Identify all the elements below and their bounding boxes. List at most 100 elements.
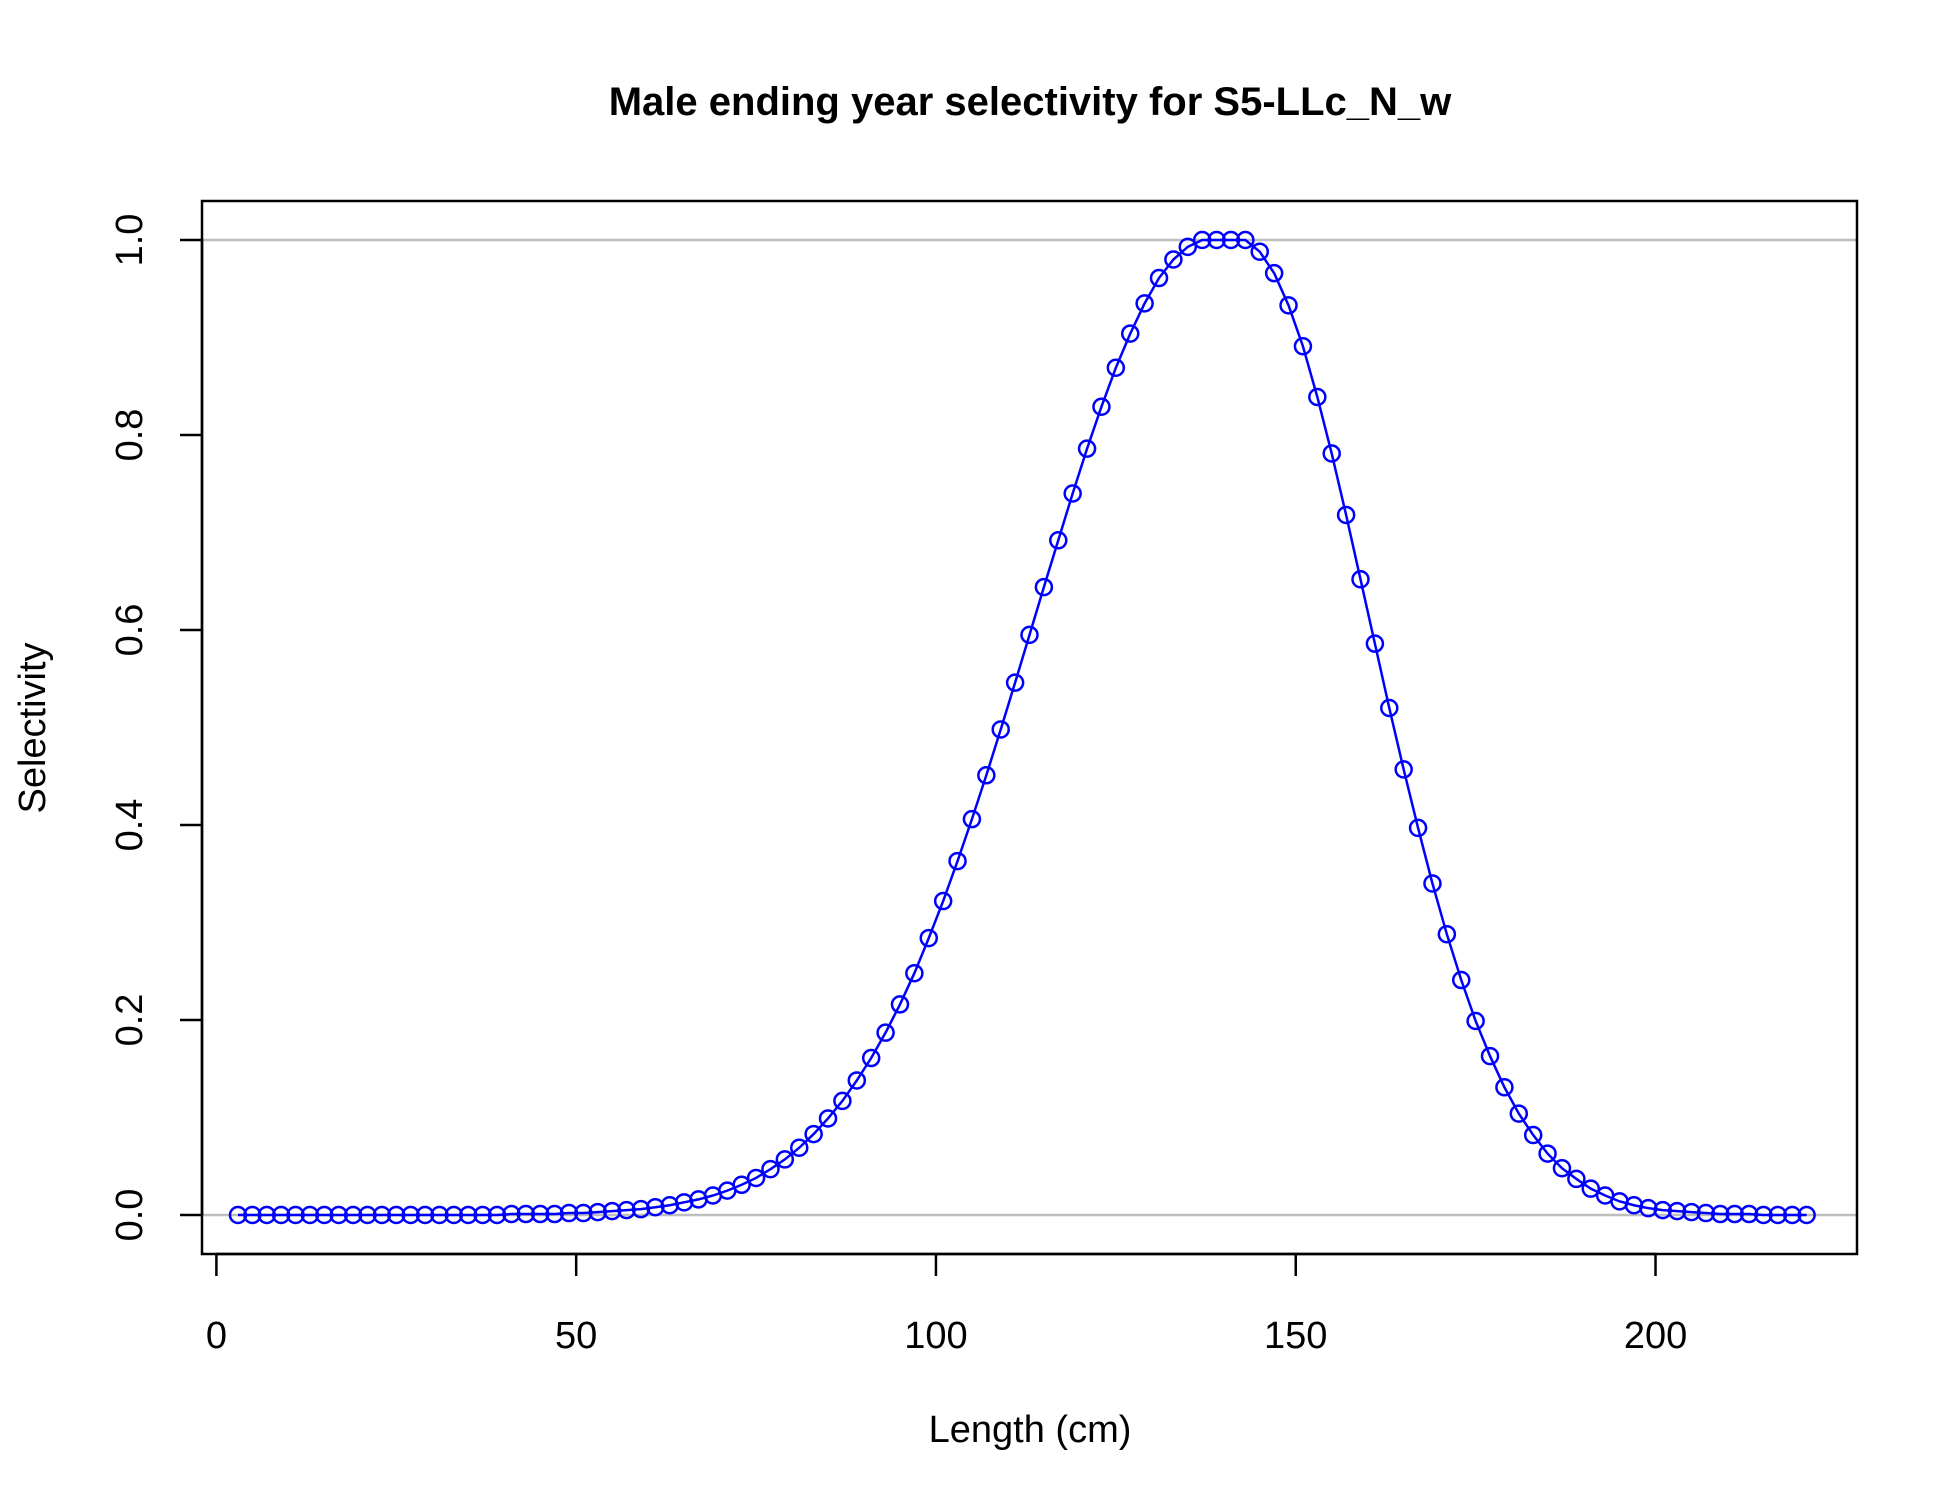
data-point: [1106, 358, 1126, 377]
data-point: [933, 891, 953, 911]
data-point: [487, 1205, 507, 1225]
data-point: [545, 1204, 564, 1224]
data-point: [804, 1124, 823, 1144]
data-point: [1380, 698, 1399, 718]
data-point: [559, 1203, 579, 1223]
data-point: [315, 1205, 334, 1225]
data-point: [1164, 250, 1183, 269]
data-point: [646, 1197, 665, 1217]
data-point: [228, 1205, 248, 1225]
x-axis: 0 50 100 150 200: [206, 1252, 1687, 1357]
data-point: [919, 928, 939, 948]
data-point: [458, 1205, 478, 1225]
data-point: [1754, 1205, 1773, 1225]
y-tick-label: 0.0: [109, 1189, 151, 1242]
data-point: [1567, 1169, 1586, 1189]
y-axis-label: Selectivity: [12, 642, 54, 813]
data-point: [1711, 1204, 1730, 1224]
data-point: [1351, 570, 1370, 589]
x-axis-label: Length (cm): [929, 1409, 1132, 1451]
data-point: [1437, 924, 1457, 944]
data-point: [1063, 484, 1082, 503]
y-axis: 0.0 0.2 0.4 0.6 0.8 1.0: [109, 214, 204, 1242]
data-point: [890, 995, 910, 1014]
y-tick-label: 0.8: [109, 409, 151, 462]
data-point: [1725, 1204, 1744, 1224]
data-point: [1667, 1201, 1687, 1221]
data-point: [1451, 970, 1471, 990]
data-point: [415, 1205, 435, 1225]
data-point: [789, 1138, 809, 1157]
data-point: [1077, 439, 1097, 458]
data-point: [1495, 1078, 1514, 1097]
series-line-group: [237, 238, 1807, 1217]
data-point: [1639, 1198, 1658, 1218]
data-point: [861, 1048, 881, 1068]
y-tick-label: 0.2: [109, 994, 151, 1047]
data-point: [1696, 1203, 1716, 1223]
data-point: [588, 1202, 608, 1222]
data-point: [1768, 1205, 1788, 1225]
data-point: [1236, 230, 1255, 250]
data-point: [516, 1204, 536, 1224]
data-point: [243, 1205, 262, 1225]
data-point: [444, 1205, 464, 1225]
data-point: [617, 1200, 636, 1220]
data-point: [1221, 230, 1241, 250]
data-point: [1135, 294, 1154, 313]
data-point: [286, 1205, 305, 1225]
data-point: [948, 851, 967, 871]
data-point: [876, 1023, 895, 1042]
data-point: [1538, 1144, 1557, 1163]
data-point: [847, 1071, 867, 1090]
data-point: [473, 1205, 492, 1225]
data-point: [300, 1205, 320, 1225]
data-point: [1005, 673, 1025, 692]
series-line: [237, 238, 1807, 1217]
data-point: [1336, 505, 1356, 525]
data-point: [1581, 1179, 1601, 1198]
data-point: [1739, 1204, 1759, 1224]
data-point: [1207, 230, 1226, 250]
data-point: [833, 1091, 852, 1111]
y-tick-label: 0.4: [109, 799, 151, 852]
data-point: [602, 1201, 622, 1221]
data-point: [1020, 625, 1039, 645]
data-point: [387, 1205, 406, 1225]
data-point: [1034, 577, 1054, 597]
data-point: [775, 1150, 795, 1169]
data-point: [530, 1204, 550, 1224]
data-point: [1480, 1046, 1500, 1066]
data-point: [1552, 1158, 1572, 1178]
data-point: [1149, 268, 1169, 288]
data-point: [746, 1168, 766, 1188]
data-points: [228, 230, 1816, 1225]
data-point: [1192, 230, 1212, 250]
data-point: [1782, 1205, 1802, 1225]
data-point: [1682, 1202, 1701, 1222]
data-point: [818, 1109, 838, 1128]
data-point: [962, 809, 982, 829]
y-tick-label: 1.0: [109, 214, 151, 267]
data-point: [1408, 818, 1428, 838]
x-tick-label: 200: [1624, 1315, 1687, 1357]
data-point: [631, 1199, 651, 1219]
data-point: [343, 1205, 363, 1225]
data-point: [761, 1159, 780, 1179]
data-point: [1509, 1104, 1529, 1123]
data-point: [502, 1204, 521, 1224]
data-point: [1264, 263, 1284, 283]
data-point: [1653, 1200, 1672, 1220]
data-point: [991, 720, 1010, 739]
data-point: [732, 1175, 751, 1195]
data-point: [1279, 296, 1298, 315]
data-point: [430, 1205, 449, 1225]
data-point: [1120, 324, 1140, 343]
data-point: [1365, 634, 1385, 653]
data-point: [1423, 874, 1442, 893]
data-point: [1092, 397, 1111, 416]
data-point: [329, 1205, 348, 1225]
data-point: [372, 1205, 392, 1225]
